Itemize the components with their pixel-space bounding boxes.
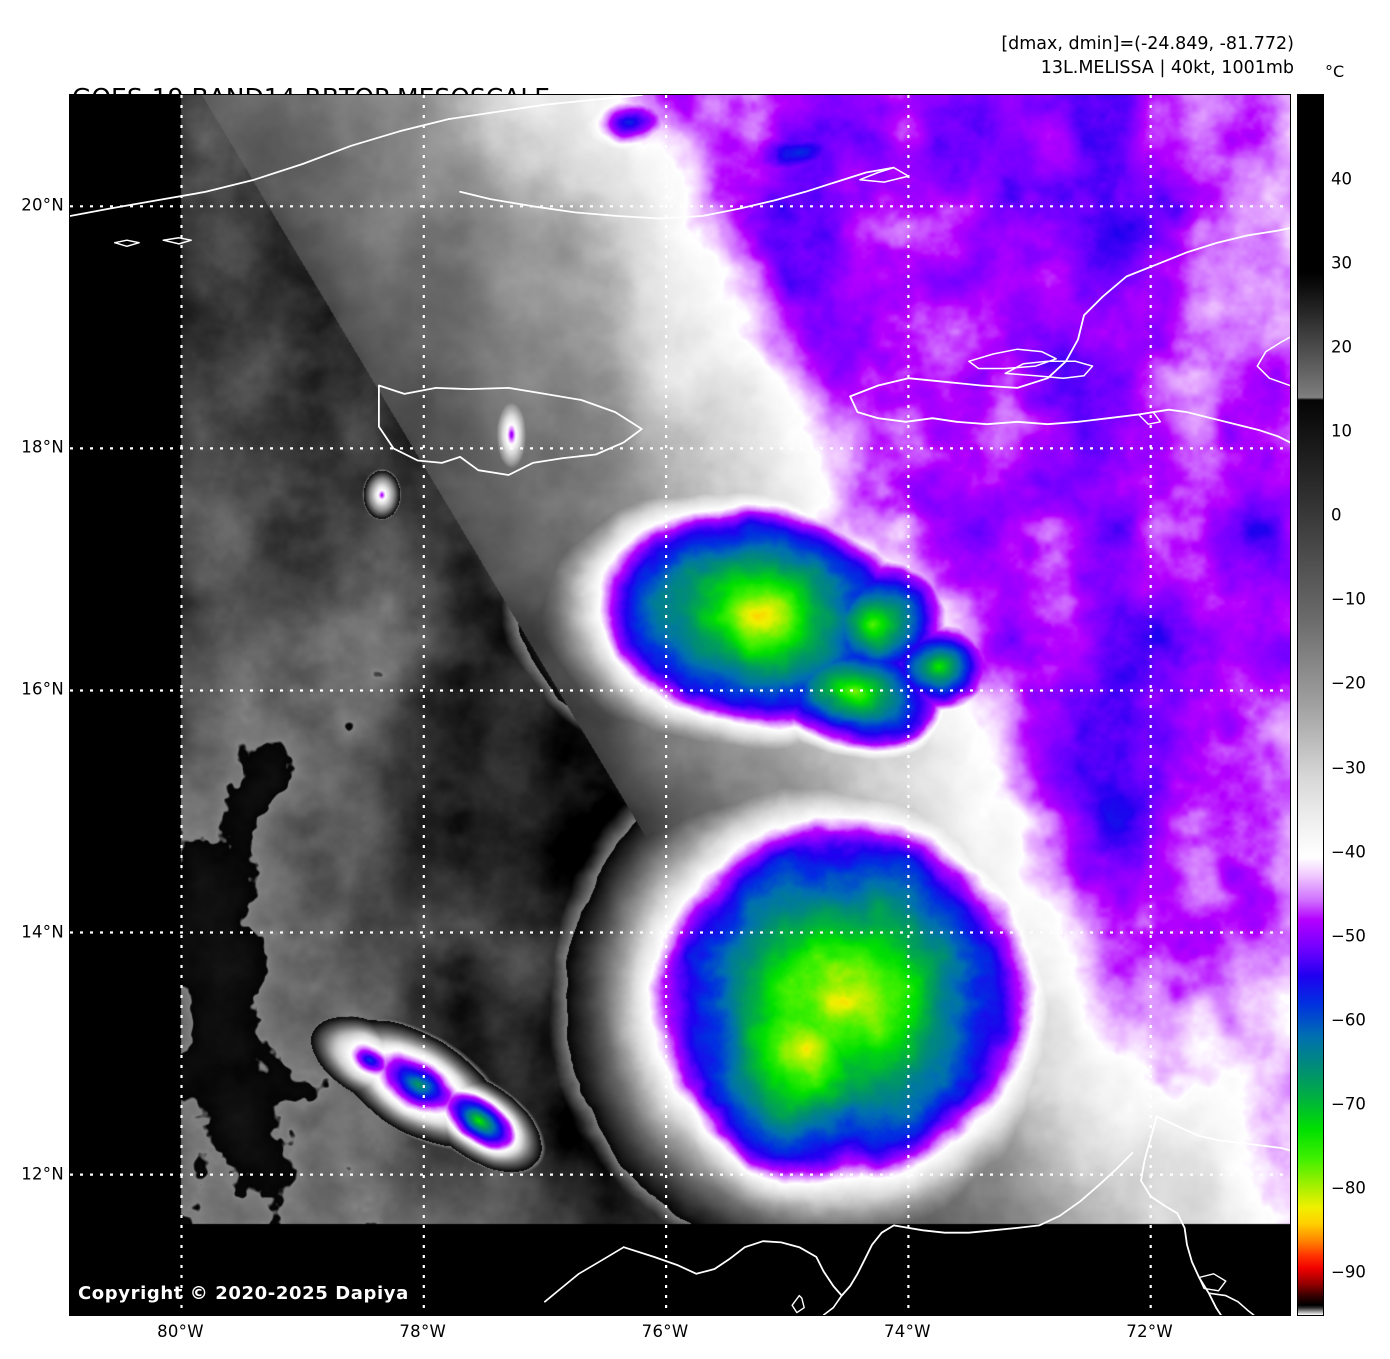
coastline-magdalena	[822, 1294, 843, 1315]
colorbar-tick-0: 0	[1331, 505, 1342, 525]
satellite-image-plot[interactable]	[69, 94, 1291, 1316]
coastline-cuba-south	[70, 95, 643, 217]
lat-tick-label-16: 16°N	[21, 679, 64, 699]
colorbar-tick-30: 30	[1331, 253, 1352, 273]
colorbar-tick-40: 40	[1331, 169, 1352, 189]
coastline-cayman-brac	[162, 237, 192, 245]
colorbar-tick-minus70: −70	[1331, 1094, 1366, 1114]
colorbar-tick-10: 10	[1331, 421, 1352, 441]
colorbar-tick-minus30: −30	[1331, 758, 1366, 778]
coastline-south-america-north	[622, 1151, 1134, 1297]
coastline-guajira-west	[1140, 1115, 1222, 1315]
copyright-label: Copyright © 2020-2025 Dapiya	[78, 1283, 409, 1304]
coastline-hispaniola-north	[849, 227, 1290, 398]
lat-tick-label-18: 18°N	[21, 437, 64, 457]
coastline-guajira-north	[1155, 1115, 1290, 1152]
lat-tick-label-14: 14°N	[21, 922, 64, 942]
coastline-dr-bay	[1256, 336, 1290, 387]
coastline-maracaibo-bay	[1198, 1273, 1227, 1292]
lat-tick-label-20: 20°N	[21, 195, 64, 215]
header-meta-block: [dmax, dmin]=(-24.849, -81.772) 13L.MELI…	[1001, 32, 1294, 80]
satellite-raster	[70, 95, 1290, 1315]
coastline-maracaibo	[1208, 1292, 1255, 1315]
colorbar	[1297, 94, 1324, 1316]
lon-tick-label-minus80: 80°W	[157, 1322, 204, 1341]
coastline-colombia-west	[544, 1246, 625, 1303]
coastline-cuba-cape	[859, 166, 910, 183]
dminmax-label: [dmax, dmin]=(-24.849, -81.772)	[1001, 34, 1294, 54]
colorbar-tick-20: 20	[1331, 337, 1352, 357]
coastline-grand-cayman	[114, 239, 140, 248]
colorbar-unit-label: °C	[1325, 62, 1345, 81]
storm-info-label: 13L.MELISSA | 40kt, 1001mb	[1040, 58, 1294, 78]
colorbar-tick-minus10: −10	[1331, 589, 1366, 609]
colorbar-tick-minus20: −20	[1331, 673, 1366, 693]
coastline-cuba-southeast	[459, 166, 895, 220]
map-overlay	[70, 95, 1290, 1315]
colorbar-tick-minus80: −80	[1331, 1178, 1366, 1198]
coastline-jamaica	[377, 384, 643, 476]
coastline-bay-small	[791, 1294, 805, 1314]
coastline-hispaniola-south	[849, 395, 1290, 444]
lon-tick-label-minus78: 78°W	[399, 1322, 447, 1341]
coastline-hispaniola-inlet	[1137, 411, 1162, 425]
lat-tick-label-12: 12°N	[21, 1164, 64, 1184]
colorbar-tick-minus40: −40	[1331, 842, 1366, 862]
colorbar-tick-minus90: −90	[1331, 1262, 1366, 1282]
colorbar-tick-minus50: −50	[1331, 926, 1366, 946]
lon-tick-label-minus74: 74°W	[883, 1322, 931, 1341]
coastline-gonave-bay	[1004, 360, 1094, 379]
colorbar-tick-minus60: −60	[1331, 1010, 1366, 1030]
coastline-gonave-island	[968, 348, 1057, 370]
lon-tick-label-minus76: 76°W	[641, 1322, 689, 1341]
lon-tick-label-minus72: 72°W	[1126, 1322, 1174, 1341]
